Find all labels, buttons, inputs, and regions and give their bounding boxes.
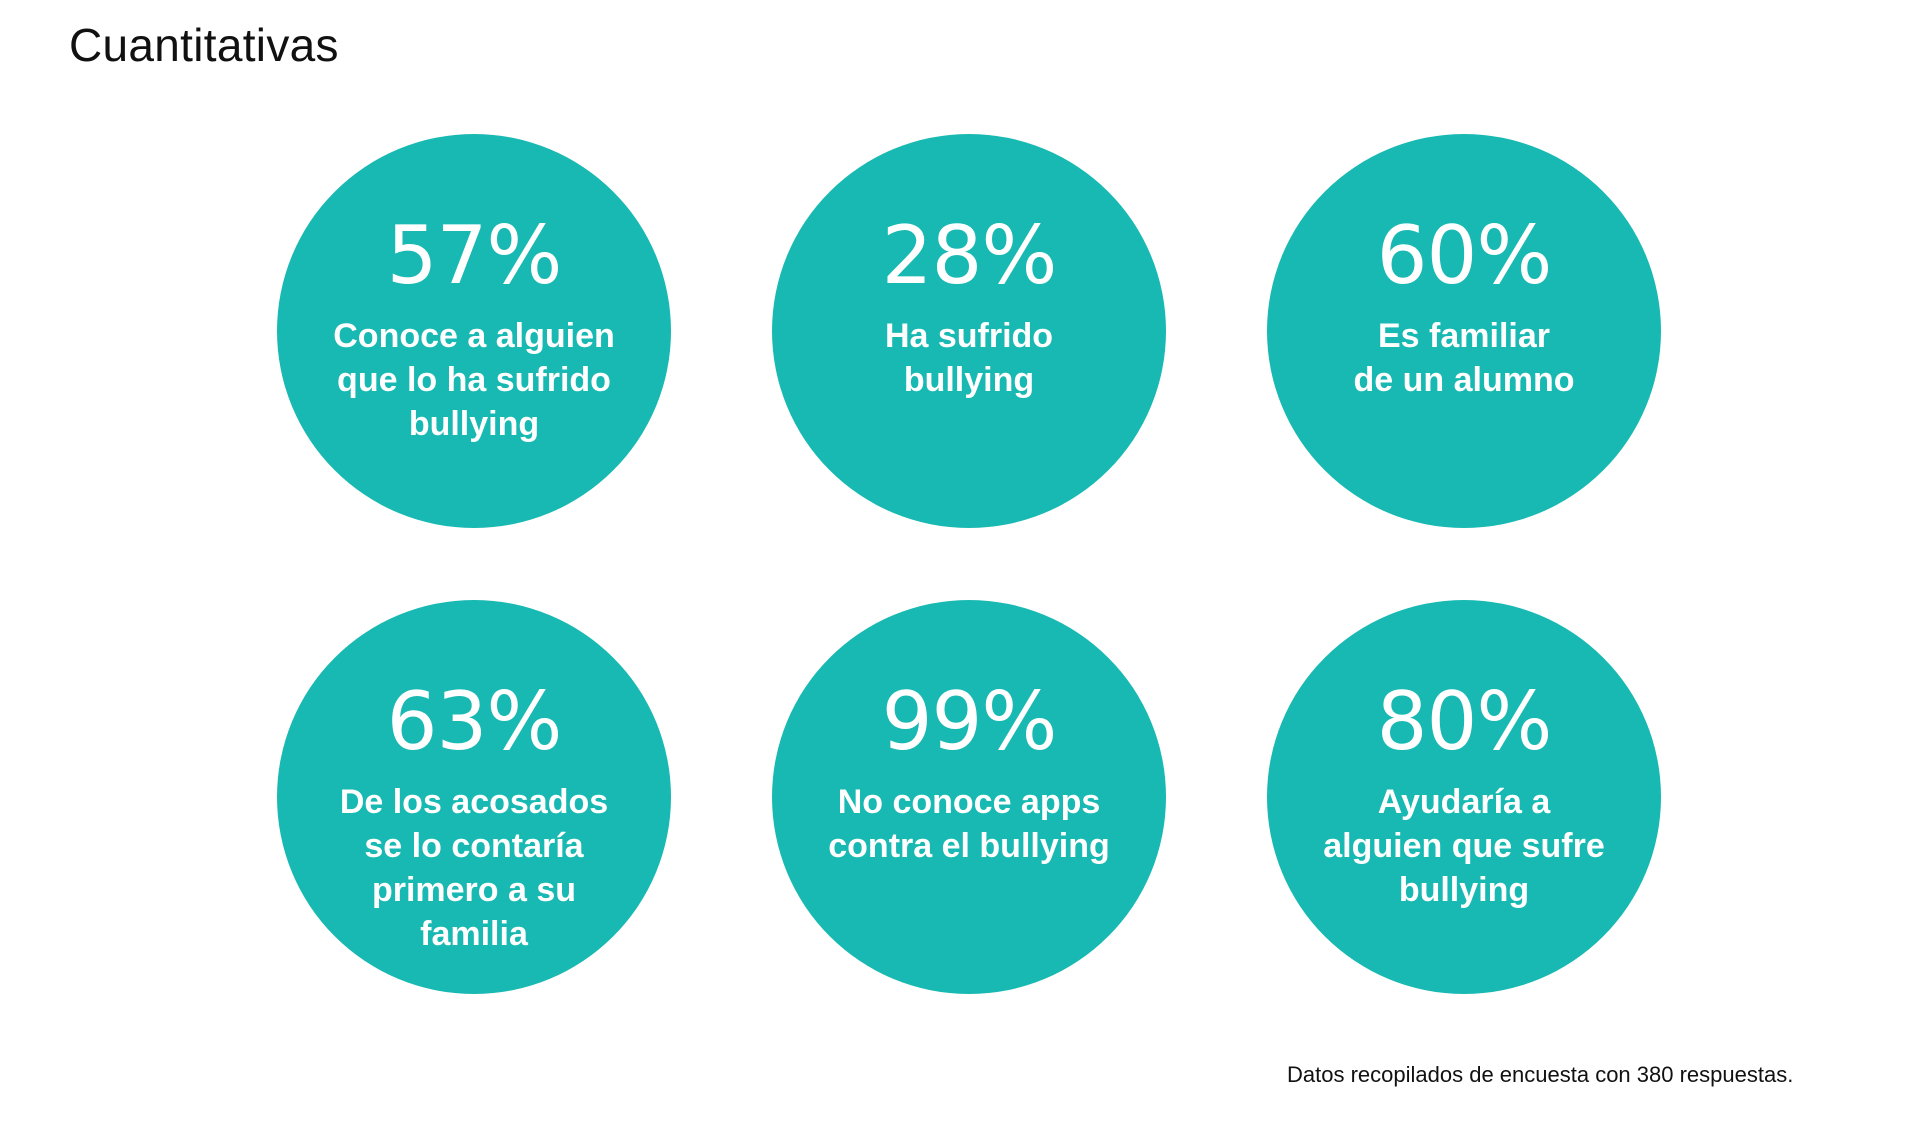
stat-value: 28% (881, 209, 1058, 302)
stat-label: No conoce apps contra el bullying (828, 783, 1110, 865)
page-title: Cuantitativas (69, 19, 339, 71)
stat-label: Es familiar de un alumno (1353, 317, 1575, 399)
stat-circle-bullying-acquaintance: 57% Conoce a alguien que lo ha sufrido b… (277, 134, 671, 528)
stat-value: 60% (1376, 209, 1553, 302)
stat-label: Ha sufrido bullying (884, 317, 1054, 399)
stat-label: Conoce a alguien que lo ha sufrido bully… (333, 317, 615, 443)
stat-circle-suffered-bullying: 28% Ha sufrido bullying (772, 134, 1166, 528)
stat-label: De los acosados se lo contaría primero a… (339, 783, 609, 953)
survey-footnote: Datos recopilados de encuesta con 380 re… (1287, 1062, 1794, 1087)
stat-value: 63% (386, 675, 563, 768)
stat-value: 99% (881, 675, 1058, 768)
stat-circle-no-apps-known: 99% No conoce apps contra el bullying (772, 600, 1166, 994)
stat-circle-would-help: 80% Ayudaría a alguien que sufre bullyin… (1267, 600, 1661, 994)
stat-circle-student-relative: 60% Es familiar de un alumno (1267, 134, 1661, 528)
stat-value: 80% (1376, 675, 1553, 768)
stats-grid: 57% Conoce a alguien que lo ha sufrido b… (277, 134, 1661, 994)
stat-label: Ayudaría a alguien que sufre bullying (1323, 783, 1605, 909)
stat-circle-tell-family-first: 63% De los acosados se lo contaría prime… (277, 600, 671, 994)
stat-value: 57% (386, 209, 563, 302)
